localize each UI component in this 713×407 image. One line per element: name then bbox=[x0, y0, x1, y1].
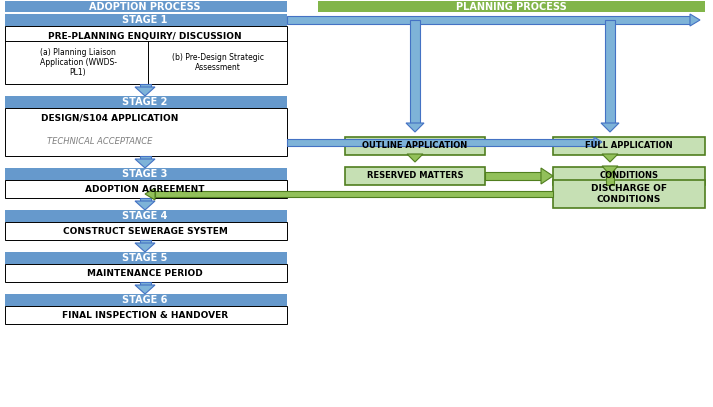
Text: ADOPTION AGREEMENT: ADOPTION AGREEMENT bbox=[86, 184, 205, 193]
Bar bbox=[5, 168, 287, 180]
Text: ADOPTION PROCESS: ADOPTION PROCESS bbox=[89, 2, 201, 11]
Bar bbox=[345, 167, 485, 185]
Polygon shape bbox=[602, 166, 618, 175]
Bar bbox=[140, 282, 150, 285]
Polygon shape bbox=[135, 87, 155, 96]
Bar bbox=[5, 222, 287, 240]
Polygon shape bbox=[406, 123, 424, 132]
Bar bbox=[140, 198, 150, 201]
Polygon shape bbox=[135, 201, 155, 210]
Bar bbox=[140, 84, 150, 87]
Bar bbox=[5, 180, 287, 198]
Text: (a) Planning Liaison
Application (WWDS-
PL1): (a) Planning Liaison Application (WWDS- … bbox=[39, 48, 116, 77]
Text: STAGE 6: STAGE 6 bbox=[123, 295, 168, 305]
Bar bbox=[485, 172, 541, 180]
Bar bbox=[605, 166, 615, 185]
Bar bbox=[553, 180, 705, 208]
Polygon shape bbox=[541, 168, 553, 184]
Text: FINAL INSPECTION & HANDOVER: FINAL INSPECTION & HANDOVER bbox=[62, 311, 228, 319]
Bar bbox=[345, 137, 485, 155]
Text: FULL APPLICATION: FULL APPLICATION bbox=[585, 142, 673, 151]
Polygon shape bbox=[145, 188, 155, 200]
Bar bbox=[5, 1, 287, 12]
Bar bbox=[5, 264, 287, 282]
Text: DESIGN/S104 APPLICATION: DESIGN/S104 APPLICATION bbox=[41, 114, 179, 123]
Polygon shape bbox=[594, 137, 602, 147]
Text: PRE-PLANNING ENQUIRY/ DISCUSSION: PRE-PLANNING ENQUIRY/ DISCUSSION bbox=[48, 31, 242, 41]
Text: STAGE 5: STAGE 5 bbox=[123, 253, 168, 263]
Polygon shape bbox=[602, 154, 618, 162]
Bar bbox=[318, 1, 705, 12]
Text: CONDITIONS: CONDITIONS bbox=[600, 171, 659, 180]
Bar bbox=[410, 20, 420, 123]
Bar bbox=[5, 294, 287, 306]
Bar bbox=[605, 20, 615, 123]
Bar bbox=[553, 137, 705, 155]
Bar bbox=[287, 138, 594, 145]
Polygon shape bbox=[601, 123, 619, 132]
Text: CONSTRUCT SEWERAGE SYSTEM: CONSTRUCT SEWERAGE SYSTEM bbox=[63, 227, 227, 236]
Text: PLANNING PROCESS: PLANNING PROCESS bbox=[456, 2, 566, 11]
Bar bbox=[287, 16, 690, 24]
Text: RESERVED MATTERS: RESERVED MATTERS bbox=[366, 171, 463, 180]
Text: MAINTENANCE PERIOD: MAINTENANCE PERIOD bbox=[87, 269, 203, 278]
Bar bbox=[605, 154, 615, 155]
Bar bbox=[5, 306, 287, 324]
Text: STAGE 1: STAGE 1 bbox=[123, 15, 168, 25]
Bar bbox=[140, 240, 150, 243]
Text: (b) Pre-Design Strategic
Assessment: (b) Pre-Design Strategic Assessment bbox=[172, 53, 264, 72]
Polygon shape bbox=[135, 285, 155, 294]
Bar bbox=[5, 252, 287, 264]
Polygon shape bbox=[690, 14, 700, 26]
Text: OUTLINE APPLICATION: OUTLINE APPLICATION bbox=[362, 142, 468, 151]
Text: DISCHARGE OF
CONDITIONS: DISCHARGE OF CONDITIONS bbox=[591, 184, 667, 204]
Bar bbox=[553, 167, 705, 185]
Bar bbox=[155, 191, 553, 197]
Text: STAGE 4: STAGE 4 bbox=[123, 211, 168, 221]
Bar bbox=[411, 154, 419, 155]
Bar bbox=[140, 156, 150, 159]
Bar bbox=[5, 96, 287, 108]
Text: STAGE 3: STAGE 3 bbox=[123, 169, 168, 179]
Bar bbox=[5, 26, 287, 84]
Text: STAGE 2: STAGE 2 bbox=[123, 97, 168, 107]
Polygon shape bbox=[135, 159, 155, 168]
Polygon shape bbox=[407, 154, 423, 162]
Text: TECHNICAL ACCEPTANCE: TECHNICAL ACCEPTANCE bbox=[47, 138, 153, 147]
Bar bbox=[5, 108, 287, 156]
Bar bbox=[5, 210, 287, 222]
Polygon shape bbox=[135, 243, 155, 252]
Bar bbox=[5, 14, 287, 26]
